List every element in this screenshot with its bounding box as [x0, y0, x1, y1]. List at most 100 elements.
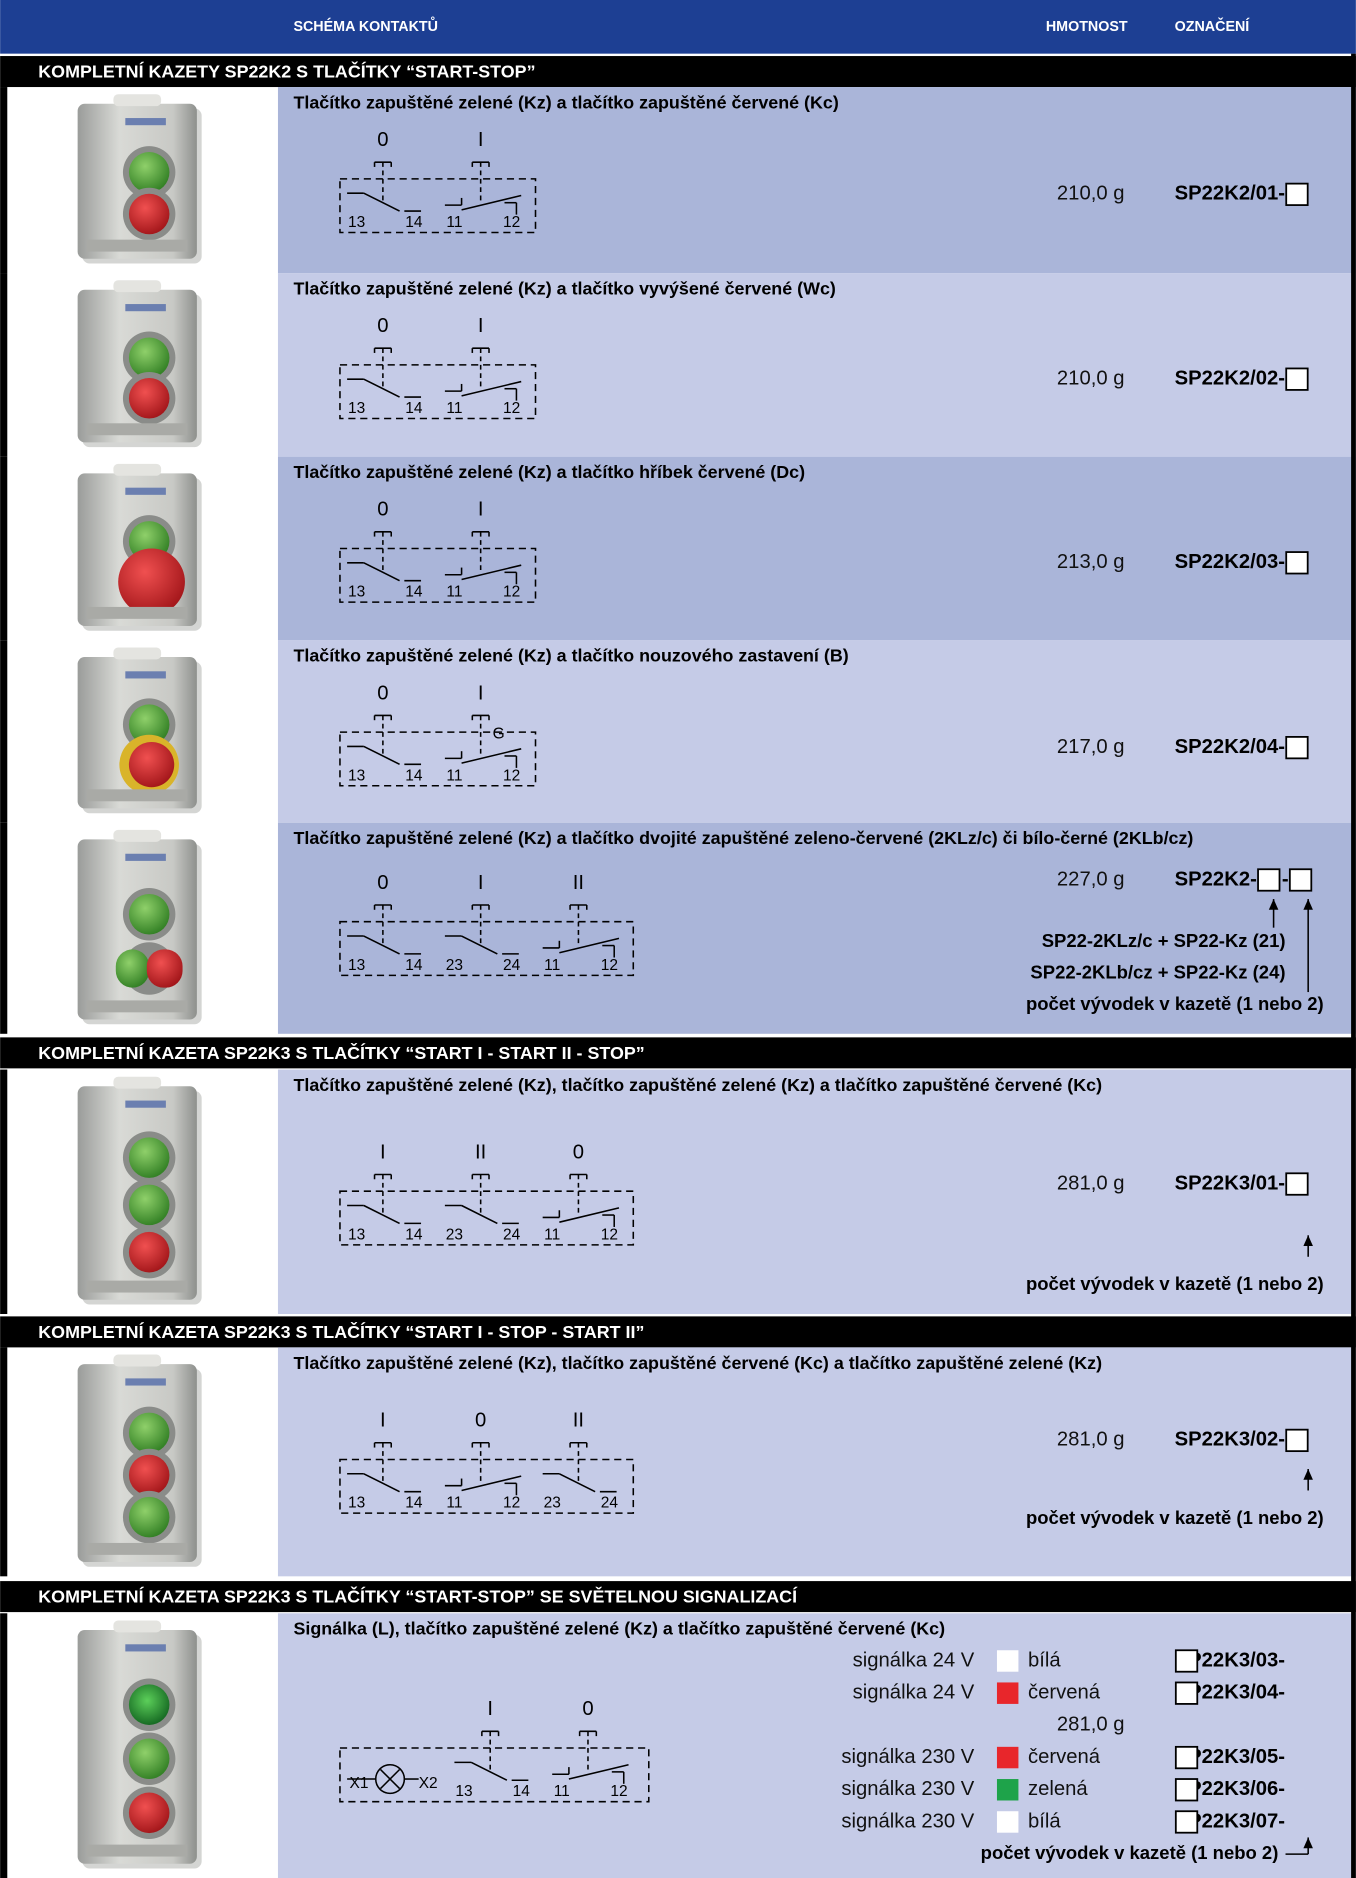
- diagram-box: [339, 1458, 635, 1514]
- product-label: [125, 671, 166, 679]
- diagram-box: [339, 1747, 650, 1803]
- arrow-head: [1303, 899, 1313, 910]
- product-base: [87, 1542, 188, 1555]
- product-label: [125, 118, 166, 126]
- row-background: [277, 87, 1356, 274]
- diagram-line: [559, 1207, 620, 1223]
- code-box: [1257, 868, 1281, 892]
- item-title: Tlačítko zapuštěné zelené (Kz) a tlačítk…: [293, 462, 805, 482]
- diagram-line: [559, 937, 620, 954]
- product-code: SP22K2-: [1175, 868, 1257, 890]
- code-box: [1174, 1810, 1199, 1834]
- button-label: I: [380, 1141, 386, 1163]
- button-label: I: [478, 872, 484, 894]
- button-cap: [128, 337, 170, 378]
- terminal-label: 13: [348, 214, 365, 231]
- row-background: [277, 1347, 1356, 1577]
- row-left: [0, 456, 8, 641]
- product-code: SP22K3/04-: [1175, 1682, 1285, 1704]
- diagram-line: [379, 1768, 401, 1790]
- header-weight: HMOTNOST: [1046, 19, 1128, 35]
- product-lid: [113, 1620, 162, 1633]
- terminal-label: 13: [348, 400, 365, 417]
- signal-label: signálka 24 V: [853, 1682, 975, 1704]
- item-title: Tlačítko zapuštěné zelené (Kz), tlačítko…: [293, 1075, 1102, 1095]
- product-code: SP22K3/01-: [1175, 1172, 1285, 1194]
- weight: 281,0 g: [1057, 1429, 1125, 1451]
- section-title: KOMPLETNÍ KAZETA SP22K3 S TLAČÍTKY “STAR…: [38, 1042, 644, 1063]
- terminal-label: 11: [446, 584, 462, 601]
- button-cap: [128, 1137, 170, 1178]
- product-base: [87, 423, 188, 436]
- button-label: 0: [582, 1698, 593, 1720]
- button-label: 0: [573, 1141, 584, 1163]
- weight: 281,0 g: [1057, 1172, 1125, 1194]
- section-title: KOMPLETNÍ KAZETA SP22K3 S TLAČÍTKY “STAR…: [38, 1586, 798, 1607]
- note: počet vývodek v kazetě (1 nebo 2): [1026, 993, 1324, 1014]
- terminal-label: 11: [446, 400, 462, 417]
- button-label: II: [573, 1410, 584, 1432]
- button-label: I: [487, 1698, 493, 1720]
- arrow-head: [1303, 1837, 1313, 1849]
- code-box: [1285, 551, 1309, 575]
- product-code: SP22K2/01-: [1175, 183, 1285, 205]
- button-cap: [128, 1412, 170, 1454]
- terminal-label: 13: [455, 1783, 472, 1800]
- diagram-line: [363, 1473, 400, 1493]
- diagram-box: [339, 920, 635, 977]
- terminal-label: 14: [405, 767, 423, 784]
- terminal-label: 12: [610, 1783, 627, 1800]
- row-background: [277, 822, 1356, 1034]
- signal-name: červená: [1028, 1682, 1101, 1704]
- code-box: [1285, 367, 1309, 391]
- product-code: SP22K3/06-: [1175, 1778, 1285, 1800]
- terminal-label: 24: [503, 1226, 521, 1243]
- row-left: [0, 640, 8, 823]
- terminal-label: 24: [601, 1495, 619, 1512]
- product-code: SP22K2/02-: [1175, 368, 1285, 390]
- button-cap: [128, 1496, 170, 1538]
- terminal-label: 12: [503, 214, 520, 231]
- terminal-label: 14: [405, 400, 423, 417]
- button-cap: [128, 1184, 170, 1226]
- button-cap: [128, 1684, 170, 1725]
- button-label: I: [478, 499, 484, 521]
- product-label: [125, 1644, 166, 1652]
- button-label: 0: [377, 129, 388, 151]
- code-box: [1174, 1649, 1199, 1673]
- button-label: 0: [377, 315, 388, 337]
- terminal-label: 14: [405, 1226, 423, 1243]
- terminal-label: 12: [503, 767, 520, 784]
- page-edge: [1351, 53, 1356, 1878]
- weight: 217,0 g: [1057, 736, 1125, 758]
- code-box: [1174, 1681, 1199, 1705]
- signal-swatch: [996, 1682, 1019, 1704]
- item-title: Signálka (L), tlačítko zapuštěné zelené …: [293, 1619, 945, 1639]
- arrow-head: [1268, 899, 1279, 910]
- item-title: Tlačítko zapuštěné zelené (Kz) a tlačítk…: [293, 646, 848, 666]
- product-base: [87, 789, 188, 802]
- weight: 227,0 g: [1057, 868, 1125, 890]
- product-base: [87, 1844, 188, 1857]
- signal-label: signálka 24 V: [853, 1649, 975, 1671]
- diagram-line: [363, 562, 400, 582]
- product-base: [87, 239, 188, 252]
- diagram-line: [559, 1473, 596, 1493]
- diagram-line: [461, 1475, 522, 1492]
- terminal-label: 14: [405, 584, 423, 601]
- product-code: -: [1282, 868, 1289, 890]
- product-lid: [113, 280, 162, 293]
- product-lid: [113, 94, 162, 107]
- button-cap: [128, 704, 170, 745]
- signal-name: bílá: [1028, 1649, 1061, 1671]
- code-box: [1285, 735, 1309, 760]
- row-background: [277, 1069, 1356, 1315]
- button-cap: [128, 893, 170, 935]
- button-cap: [128, 152, 170, 193]
- terminal-label: 11: [544, 1226, 560, 1243]
- signal-label: signálka 230 V: [841, 1746, 974, 1768]
- terminal-label: 24: [503, 957, 521, 974]
- terminal-label: 12: [601, 957, 618, 974]
